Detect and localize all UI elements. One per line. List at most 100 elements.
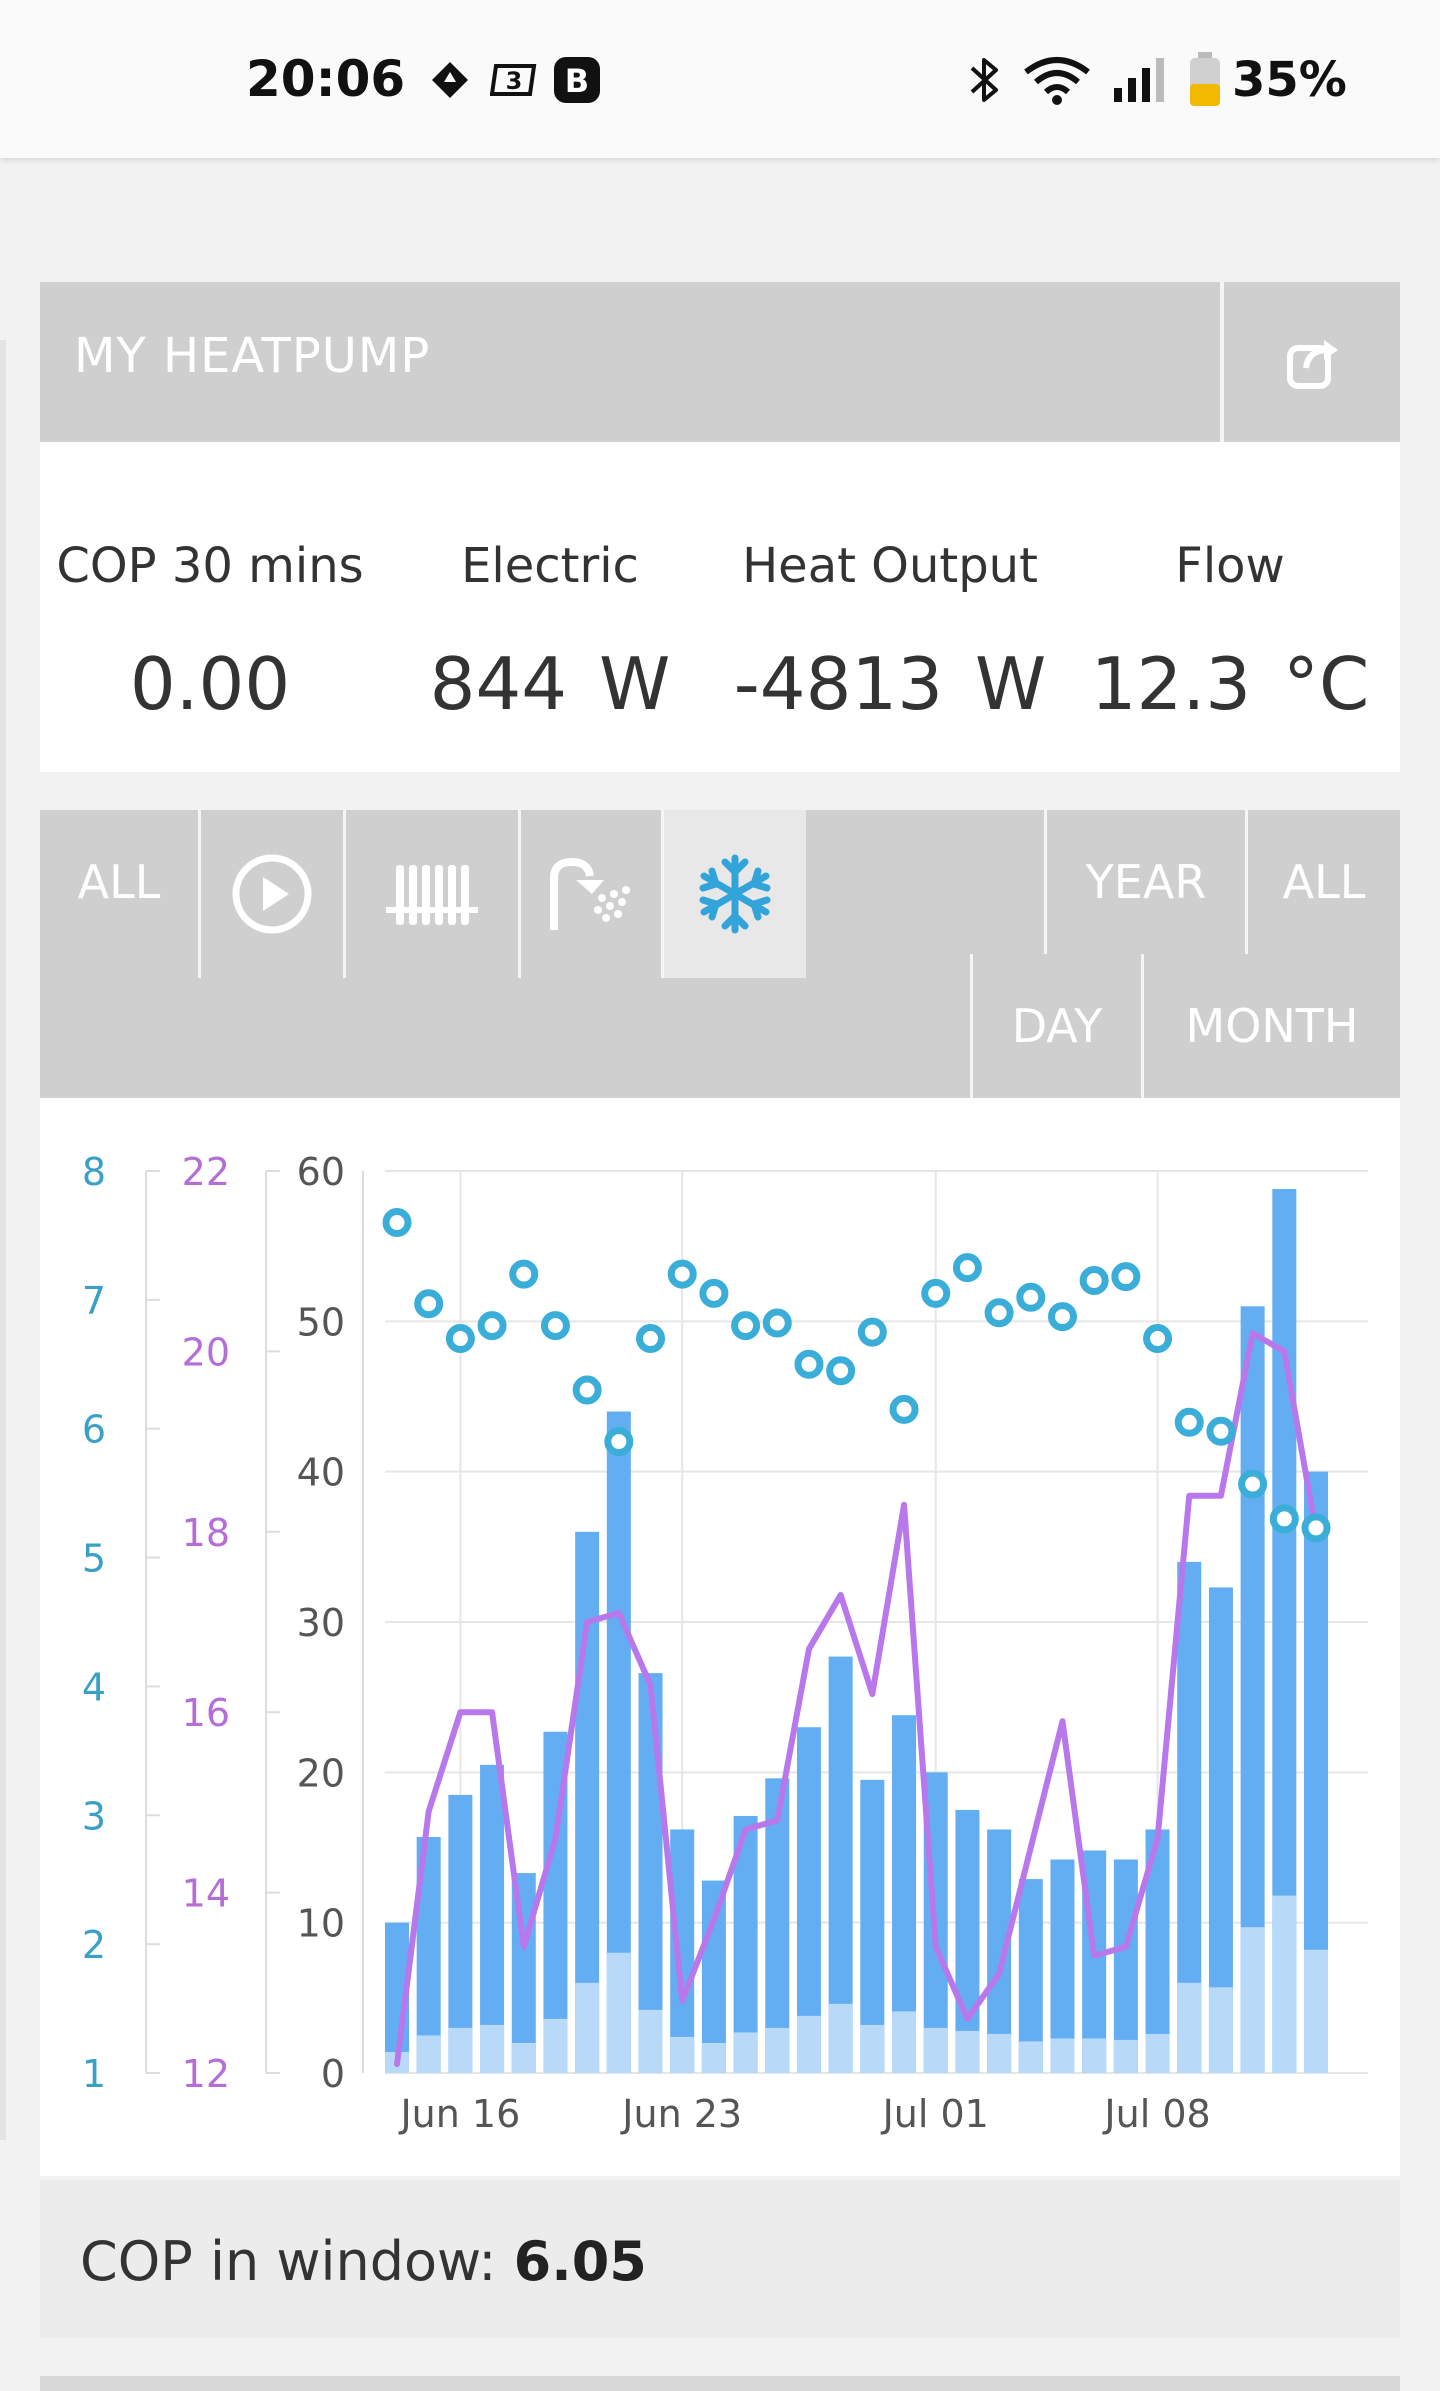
electric-bar <box>1082 2038 1107 2073</box>
live-stats: COP 30 mins 0.00 Electric 844 W Heat Outp… <box>40 442 1400 772</box>
energy-axis-label: 60 <box>297 1150 345 1194</box>
three-network-icon: 3 <box>490 56 538 104</box>
stat-unit: W <box>599 642 671 726</box>
temp-axis-label: 22 <box>182 1150 230 1194</box>
cop-window-summary: COP in window: 6.05 <box>40 2180 1400 2338</box>
heat-bar <box>1018 1879 1043 2073</box>
cop-axis-label: 2 <box>82 1923 106 1967</box>
heat-bar <box>955 1809 980 2073</box>
cop-point <box>731 1311 761 1341</box>
cop-point <box>1111 1262 1141 1292</box>
cooling-mode-button[interactable] <box>664 810 806 978</box>
range-day-button[interactable]: DAY <box>1011 999 1103 1053</box>
toolbar-divider <box>1141 954 1144 1098</box>
electric-bar <box>1304 1949 1328 2073</box>
electric-bar <box>1113 2039 1138 2073</box>
electric-bar <box>543 2018 568 2073</box>
hot-water-mode-button[interactable] <box>521 810 661 978</box>
cop-point <box>826 1356 856 1386</box>
heat-bar <box>860 1779 885 2073</box>
cop-window-text: COP in window: 6.05 <box>80 2230 647 2293</box>
heat-bar <box>670 1829 695 2073</box>
electric-bar <box>1208 1987 1233 2073</box>
battery-percent: 35% <box>1232 52 1347 108</box>
temp-axis-label: 18 <box>182 1511 230 1555</box>
cop-point <box>414 1289 444 1319</box>
heating-mode-button[interactable] <box>346 810 518 978</box>
cop-point <box>1301 1513 1331 1543</box>
export-button[interactable] <box>1284 332 1344 392</box>
electric-bar <box>1272 1895 1297 2073</box>
heat-bar <box>828 1656 853 2073</box>
share-icon <box>1287 340 1338 389</box>
stat-number: 12.3 <box>1090 642 1252 726</box>
cop-axis-label: 1 <box>82 2052 106 2096</box>
x-axis-label: Jul 08 <box>1102 2092 1210 2136</box>
wifi-icon <box>1022 56 1092 105</box>
stat-number: -4813 <box>733 642 943 726</box>
electric-bar <box>606 1952 631 2073</box>
cop-axis-label: 6 <box>82 1408 106 1452</box>
cop-point <box>762 1308 792 1338</box>
temp-axis-label: 16 <box>182 1691 230 1735</box>
electric-bar <box>575 1982 600 2073</box>
x-axis-label: Jul 01 <box>881 2092 989 2136</box>
cop-axis-label: 7 <box>82 1279 106 1323</box>
electric-bar <box>480 2024 505 2073</box>
heat-bar <box>796 1727 821 2073</box>
electric-bar <box>701 2042 726 2073</box>
shower-icon <box>550 857 630 930</box>
range-all-button[interactable]: ALL <box>1282 855 1366 909</box>
electric-bar <box>923 2027 948 2073</box>
flow-temp-line <box>394 1330 1319 2067</box>
electric-bar <box>416 2035 441 2073</box>
stat-value: 844 W <box>380 642 720 726</box>
cop-point <box>699 1278 729 1308</box>
cop-point <box>889 1394 919 1424</box>
mode-all-button[interactable]: ALL <box>77 855 161 909</box>
toolbar-divider <box>518 810 521 978</box>
cop-point <box>572 1375 602 1405</box>
cop-point <box>509 1259 539 1289</box>
chart-line <box>394 1330 1319 2067</box>
energy-axis-label: 0 <box>321 2052 345 2096</box>
electric-bar <box>670 2036 695 2073</box>
electric-bar <box>860 2024 885 2073</box>
cop-point <box>1269 1504 1299 1534</box>
electric-bar <box>987 2033 1012 2073</box>
panel-title: MY HEATPUMP <box>74 328 431 384</box>
x-axis-label: Jun 23 <box>620 2092 742 2136</box>
cop-point <box>952 1253 982 1283</box>
radiator-icon <box>386 865 478 925</box>
app-notification-icon <box>428 56 472 104</box>
heat-bar <box>1050 1859 1075 2073</box>
cop-point <box>1016 1282 1046 1312</box>
heat-bar <box>480 1764 505 2073</box>
energy-chart: 1 2 3 4 5 6 7 8 12 14 16 18 20 22 0 10 20 30 40 50 60 Jun 16 J… <box>40 1098 1400 2176</box>
svg-text:B: B <box>565 62 589 100</box>
play-mode-button[interactable] <box>201 810 343 978</box>
electric-bar <box>1177 1982 1202 2073</box>
temp-axis-label: 12 <box>182 2052 230 2096</box>
cop-window-value: 6.05 <box>513 2230 647 2293</box>
energy-axis-label: 30 <box>297 1601 345 1645</box>
cop-point <box>540 1311 570 1341</box>
header-divider <box>1220 282 1224 442</box>
range-month-button[interactable]: MONTH <box>1185 999 1359 1053</box>
stat-label: Heat Output <box>742 538 1038 594</box>
toolbar-divider <box>970 954 973 1098</box>
range-year-button[interactable]: YEAR <box>1085 855 1207 909</box>
heat-bar <box>448 1794 473 2073</box>
stat-value: 0.00 <box>40 642 380 726</box>
stat-number: 844 <box>429 642 568 726</box>
toolbar-divider <box>198 810 201 978</box>
temp-axis-label: 14 <box>182 1872 230 1916</box>
status-bar: 20:06 3 B 35% <box>0 0 1440 158</box>
cop-point <box>477 1311 507 1341</box>
cop-axis-label: 4 <box>82 1665 106 1709</box>
energy-axis-label: 50 <box>297 1300 345 1344</box>
heat-bar <box>1113 1859 1138 2073</box>
cop-axis-label: 8 <box>82 1150 106 1194</box>
panel-header: MY HEATPUMP <box>40 282 1400 442</box>
